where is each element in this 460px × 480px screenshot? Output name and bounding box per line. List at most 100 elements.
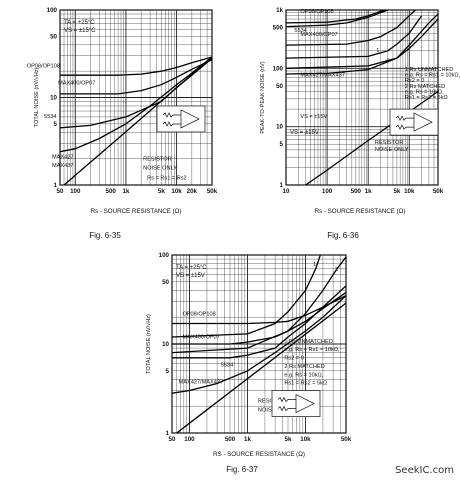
resistor-rs1 xyxy=(395,115,414,121)
annotation-label: OP08/OP108 xyxy=(300,9,333,15)
resistor-rs1 xyxy=(277,396,296,403)
resistor-rs1 xyxy=(162,112,181,118)
y-tick-label: 5 xyxy=(166,368,170,375)
figure-caption: Fig. 6-37 xyxy=(226,465,258,474)
y-tick-label: 5 xyxy=(280,141,284,148)
annotation-label: 2 xyxy=(387,59,390,65)
y-tick-label: 100 xyxy=(273,65,284,72)
conditions-text: VS = ±15V xyxy=(290,130,319,136)
series-line xyxy=(305,90,438,185)
annotation-label: e.g. Rs = Rs1 = 10kΩ, xyxy=(284,347,340,353)
y-tick-label: 50 xyxy=(50,33,57,40)
annotation-label: 1 xyxy=(376,48,379,54)
x-tick-label: 5k xyxy=(393,188,400,195)
series-line xyxy=(172,295,346,394)
x-tick-label: 20k xyxy=(187,188,198,195)
annotation-label: 2 Rs MATCHED xyxy=(405,84,445,90)
watermark: SeekIC.com xyxy=(395,465,454,476)
annotation-label: MAX400/OP07 xyxy=(182,335,219,341)
series-line xyxy=(172,256,346,354)
figure-caption: Fig. 6-35 xyxy=(89,231,121,240)
x-tick-label: 10k xyxy=(404,188,415,195)
series-line xyxy=(286,10,416,46)
x-tick-label: 1k xyxy=(365,188,372,195)
annotation-label: 5534 xyxy=(44,114,56,120)
annotation-label: MAX427 xyxy=(52,155,73,161)
x-tick-label: 500 xyxy=(351,188,362,195)
x-tick-label: 100 xyxy=(184,436,195,443)
x-axis-label: Rs - SOURCE RESISTANCE (Ω) xyxy=(315,208,406,215)
x-tick-label: 1k xyxy=(244,436,251,443)
series-line xyxy=(63,56,212,185)
y-tick-label: 1 xyxy=(280,182,284,189)
series-line xyxy=(286,10,389,28)
op-amp-schematic xyxy=(271,390,321,417)
annotation-label: e.g. Rs = 10kΩ, xyxy=(405,90,444,96)
y-tick-label: 10 xyxy=(50,95,57,102)
annotation-label: e.g. Rs = Rs1 = 10kΩ, xyxy=(405,73,460,79)
annotation-label: MAX400/OP07 xyxy=(300,32,337,38)
x-tick-label: 500 xyxy=(225,436,236,443)
resistor-rs2 xyxy=(162,121,181,127)
annotation-label: Rs = Rs1 = Rs2 xyxy=(147,176,186,182)
annotation-label: 5534 xyxy=(221,362,233,368)
x-tick-label: 50k xyxy=(341,436,352,443)
annotation-label: NOISE ONLY xyxy=(143,166,177,172)
plot-frame xyxy=(285,9,439,186)
x-tick-label: 100 xyxy=(70,188,81,195)
y-tick-label: 50 xyxy=(162,279,169,286)
y-axis-label: TOTAL NOISE (nV/√Hz) xyxy=(145,314,152,374)
conditions-text: VS = ±15V xyxy=(176,273,205,279)
x-tick-label: 5k xyxy=(285,436,292,443)
y-axis-label: TOTAL NOISE (nV/√Hz) xyxy=(33,67,40,127)
x-tick-label: 10 xyxy=(283,188,290,195)
annotation-label: MAX437 xyxy=(52,163,73,169)
series-line xyxy=(60,56,212,76)
annotation-label: Rs2 = 0 xyxy=(284,355,303,361)
x-tick-label: 50 xyxy=(169,436,176,443)
annotation-label: Rs2 = 0 xyxy=(405,78,424,84)
annotation-label: 1 xyxy=(313,262,316,268)
y-tick-label: 100 xyxy=(47,7,58,14)
op-amp-schematic xyxy=(156,105,206,133)
plot-frame xyxy=(59,9,213,186)
annotation-label: MAX427/MAX437 xyxy=(179,379,223,385)
x-tick-label: 50 xyxy=(57,188,64,195)
y-tick-label: 1 xyxy=(54,182,58,189)
series-line xyxy=(172,285,346,359)
chart-3: 50 100 500 1k 5k 10k 50k 1 5 10 50 100 RS - SOURCE R… xyxy=(145,252,352,474)
annotation-label: RESISTOR xyxy=(375,140,404,146)
series-line xyxy=(175,302,346,433)
y-tick-label: 1k xyxy=(276,7,283,14)
y-tick-label: 10 xyxy=(162,341,169,348)
annotation-label: RESISTOR xyxy=(143,157,172,163)
annotation-label: 2 xyxy=(335,267,338,273)
y-tick-label: 100 xyxy=(159,252,170,259)
annotation-label: 1 Rs UNMATCHED xyxy=(284,339,332,345)
series-line xyxy=(60,56,212,153)
annotation-label: NOISE ONLY xyxy=(375,147,409,153)
conditions-text: VS = ±15°C xyxy=(64,28,96,34)
annotation-label: VS = ±15V xyxy=(300,114,327,120)
series-line xyxy=(286,10,388,24)
series-line xyxy=(286,18,438,69)
annotation-label: OP08/OP108 xyxy=(27,64,60,70)
annotation-label: Rs1 = Rs2 = 5kΩ xyxy=(405,95,448,101)
y-tick-label: 500 xyxy=(273,25,284,32)
x-tick-label: 1k xyxy=(122,188,129,195)
grid xyxy=(286,10,438,185)
annotation-label: Rs1 = Rs2 = 5kΩ xyxy=(284,381,327,387)
chart-1: 50 100 500 1k 5k 10k 20k 50k 1 5 10 50 100 Rs - SOURC… xyxy=(27,7,218,240)
x-axis-label: RS - SOURCE RESISTANCE (Ω) xyxy=(213,451,305,458)
y-axis-label: PEAK-TO-PEAK NOISE (nV) xyxy=(260,61,266,133)
y-tick-label: 10 xyxy=(276,124,283,131)
x-tick-label: 10k xyxy=(300,436,311,443)
series-line xyxy=(286,15,423,59)
conditions-text: TA = +25°C xyxy=(64,20,95,26)
annotation-label: 5534 xyxy=(294,28,306,34)
series-group xyxy=(60,56,212,185)
series-group xyxy=(286,10,438,185)
x-tick-label: 50k xyxy=(433,188,444,195)
